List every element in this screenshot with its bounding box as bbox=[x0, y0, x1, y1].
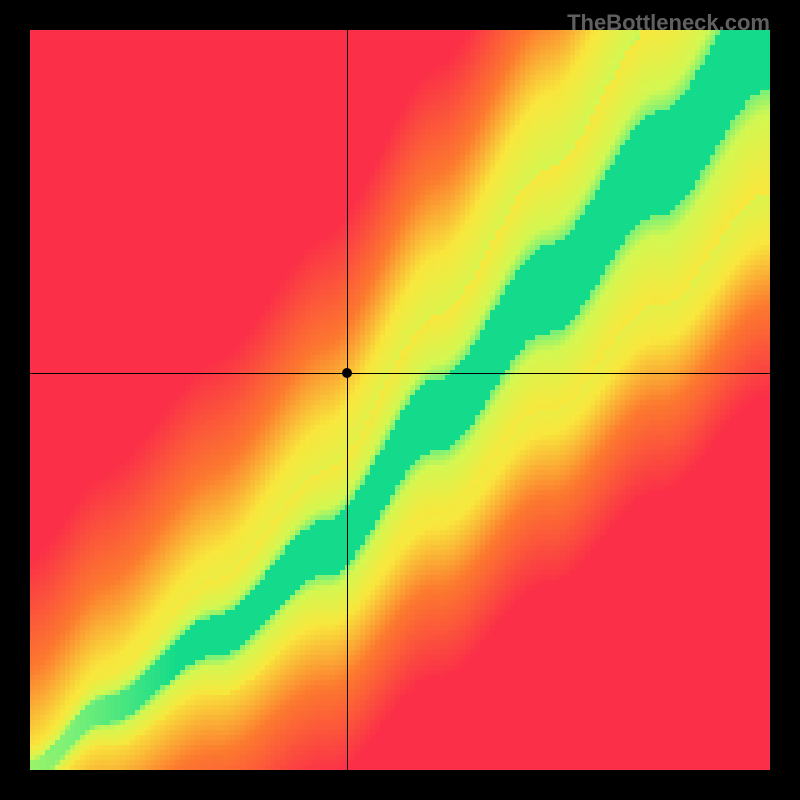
plot-area bbox=[30, 30, 770, 770]
crosshair-vertical bbox=[347, 30, 348, 770]
chart-frame: TheBottleneck.com bbox=[0, 0, 800, 800]
crosshair-marker bbox=[342, 368, 352, 378]
crosshair-horizontal bbox=[30, 373, 770, 374]
watermark-text: TheBottleneck.com bbox=[567, 10, 770, 36]
heatmap-canvas bbox=[30, 30, 770, 770]
